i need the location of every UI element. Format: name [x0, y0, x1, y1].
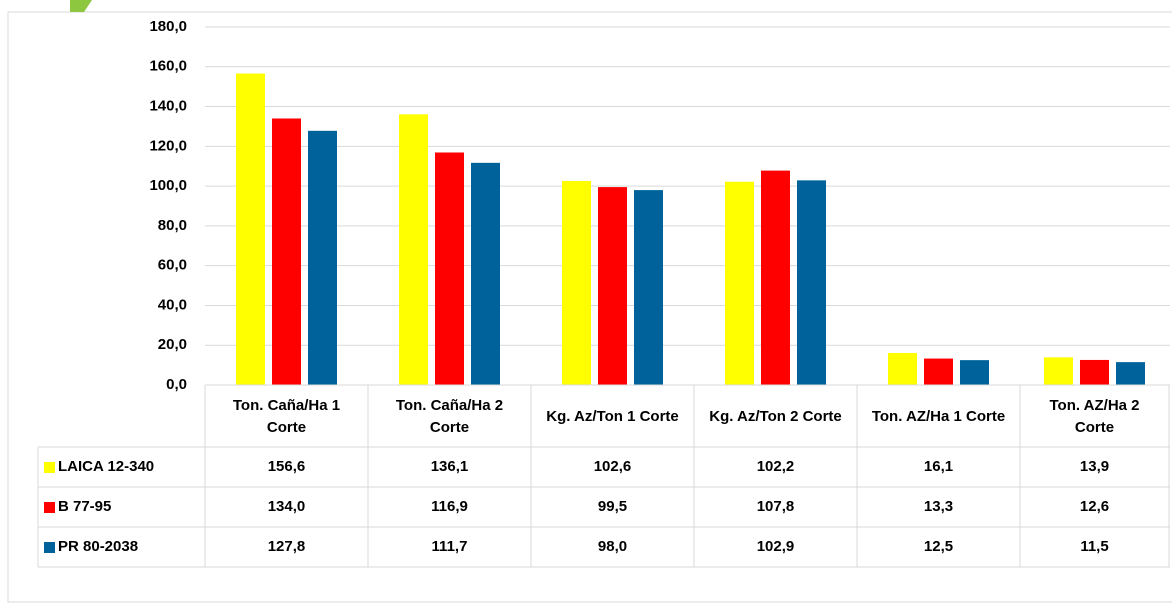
data-label-text: 102,9	[756, 538, 795, 555]
bar	[598, 187, 627, 385]
y-tick-label: 160,0	[149, 58, 187, 75]
bar	[634, 190, 663, 385]
bar	[1044, 357, 1073, 385]
x-tick-label-text: Kg. Az/Ton 2 Corte	[709, 408, 842, 425]
x-tick-label-text: Kg. Az/Ton 1 Corte	[546, 408, 679, 425]
bar	[1116, 362, 1145, 385]
data-label-text: 13,3	[923, 498, 954, 515]
data-label: 12,6	[1020, 487, 1169, 527]
data-label-text: 116,9	[431, 498, 468, 515]
data-label: 111,7	[368, 527, 531, 567]
y-tick-label: 140,0	[149, 98, 187, 115]
data-label-text: 111,7	[431, 538, 468, 555]
bar	[924, 358, 953, 385]
data-label: 13,9	[1020, 447, 1169, 487]
legend-key	[44, 461, 55, 473]
x-tick-label-text: Ton. AZ/Ha 1 Corte	[871, 408, 1006, 425]
bar	[399, 114, 428, 385]
bar	[888, 352, 917, 385]
bar	[960, 360, 989, 385]
data-label-text: 11,5	[1080, 538, 1109, 555]
data-label: 156,6	[205, 447, 368, 487]
legend-key	[44, 501, 55, 513]
y-tick-label: 180,0	[149, 18, 187, 35]
data-label: 107,8	[694, 487, 857, 527]
y-tick-label: 100,0	[149, 177, 187, 194]
x-tick-label: Kg. Az/Ton 1 Corte	[531, 387, 694, 447]
x-tick-label-text: Ton. AZ/Ha 2 Corte	[1049, 397, 1140, 436]
data-label: 102,9	[694, 527, 857, 567]
data-label: 116,9	[368, 487, 531, 527]
data-label: 134,0	[205, 487, 368, 527]
data-label-text: 13,9	[1079, 458, 1110, 475]
x-tick-label: Ton. AZ/Ha 1 Corte	[857, 387, 1020, 447]
legend-entry: B 77-95	[38, 487, 205, 527]
data-label-text: 12,5	[923, 538, 954, 555]
data-label-text: 99,5	[597, 498, 628, 515]
legend-entry: PR 80-2038	[38, 527, 205, 567]
data-label: 127,8	[205, 527, 368, 567]
bar	[725, 181, 754, 385]
data-label: 13,3	[857, 487, 1020, 527]
bar	[1080, 359, 1109, 385]
bar	[797, 180, 826, 385]
data-label: 102,2	[694, 447, 857, 487]
data-label-text: 156,6	[267, 458, 306, 475]
data-label-text: 98,0	[597, 538, 628, 555]
legend-label: LAICA 12-340	[58, 458, 155, 475]
data-label-text: 16,1	[923, 458, 954, 475]
data-label: 16,1	[857, 447, 1020, 487]
data-label-text: 107,8	[756, 498, 795, 515]
x-tick-label: Kg. Az/Ton 2 Corte	[694, 387, 857, 447]
bar	[562, 180, 591, 385]
y-tick-label: 60,0	[158, 257, 187, 274]
data-label: 11,5	[1020, 527, 1169, 567]
legend-key	[44, 541, 55, 553]
data-label-text: 12,6	[1079, 498, 1110, 515]
data-label-text: 102,2	[756, 458, 795, 475]
data-label-text: 134,0	[267, 498, 306, 515]
bar	[435, 152, 464, 385]
data-label: 102,6	[531, 447, 694, 487]
legend-label: B 77-95	[58, 498, 112, 515]
bar	[236, 73, 265, 385]
data-label: 98,0	[531, 527, 694, 567]
data-label-text: 136,1	[430, 458, 469, 475]
data-label-text: 127,8	[267, 538, 306, 555]
decoration	[70, 0, 92, 12]
bar	[272, 118, 301, 385]
data-label: 99,5	[531, 487, 694, 527]
y-tick-label: 40,0	[158, 296, 187, 313]
y-tick-label: 120,0	[149, 137, 187, 154]
x-tick-label-text: Ton. Caña/Ha 2 Corte	[395, 397, 504, 436]
legend-label: PR 80-2038	[58, 538, 139, 555]
bar	[471, 162, 500, 385]
x-tick-label-text: Ton. Caña/Ha 1 Corte	[232, 397, 341, 436]
y-tick-label: 20,0	[158, 336, 187, 353]
chart-border	[7, 11, 1172, 603]
y-tick-label: 0,0	[166, 376, 187, 393]
bar	[761, 170, 790, 385]
bar	[308, 130, 337, 385]
x-tick-label: Ton. AZ/Ha 2 Corte	[1020, 387, 1169, 447]
legend-entry: LAICA 12-340	[38, 447, 205, 487]
x-tick-label: Ton. Caña/Ha 1 Corte	[205, 387, 368, 447]
data-label-text: 102,6	[593, 458, 632, 475]
data-label: 136,1	[368, 447, 531, 487]
data-label: 12,5	[857, 527, 1020, 567]
x-tick-label: Ton. Caña/Ha 2 Corte	[368, 387, 531, 447]
y-tick-label: 80,0	[158, 217, 187, 234]
